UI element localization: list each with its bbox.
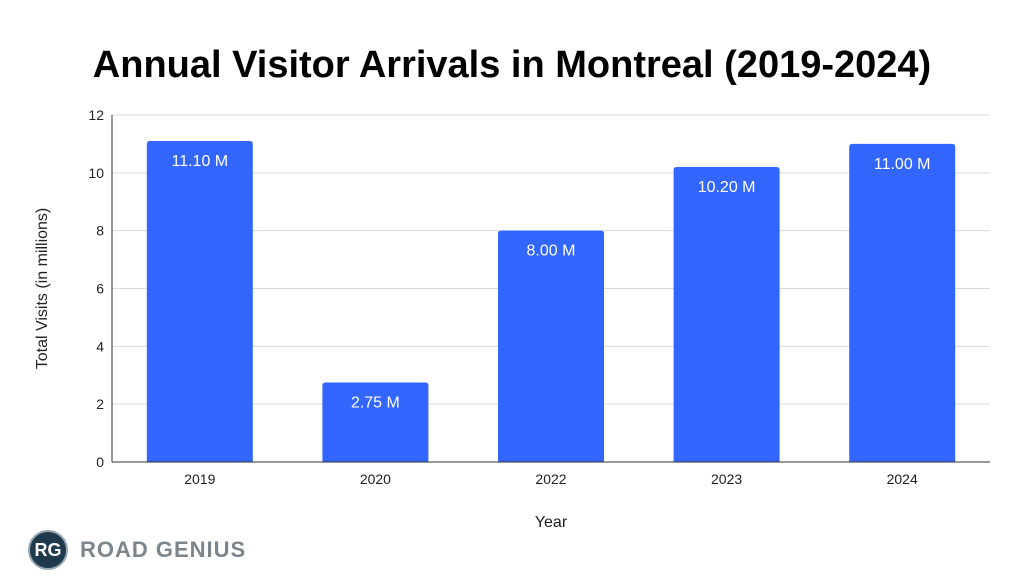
y-tick-label: 4	[96, 338, 104, 354]
x-tick-label: 2020	[360, 471, 391, 487]
y-tick-label: 10	[88, 165, 104, 181]
data-label: 11.10 M	[171, 153, 228, 170]
y-tick-label: 0	[96, 454, 104, 470]
data-label: 10.20 M	[698, 179, 756, 196]
y-tick-label: 12	[88, 107, 104, 123]
x-tick-label: 2019	[184, 471, 215, 487]
data-label: 11.00 M	[874, 156, 931, 173]
logo-text: ROAD GENIUS	[80, 537, 247, 562]
data-label: 2.75 M	[351, 394, 400, 411]
y-tick-label: 2	[96, 396, 104, 412]
x-tick-label: 2023	[711, 471, 742, 487]
bar-2020	[322, 382, 429, 462]
road-genius-logo: RG ROAD GENIUS	[28, 530, 246, 570]
bar-2022	[498, 230, 604, 462]
bar-2024	[849, 143, 956, 462]
y-axis-title: Total Visits (in millions)	[34, 208, 51, 370]
bar-2019	[146, 141, 253, 462]
bar-2023	[673, 167, 780, 463]
logo-badge: RG	[28, 530, 68, 570]
x-axis-title: Year	[535, 514, 568, 531]
x-tick-label: 2022	[535, 471, 566, 487]
y-tick-label: 6	[96, 281, 104, 297]
data-label: 8.00 M	[527, 243, 576, 260]
y-tick-label: 8	[96, 223, 104, 239]
x-tick-label: 2024	[887, 471, 918, 487]
chart-title: Annual Visitor Arrivals in Montreal (201…	[92, 44, 932, 86]
